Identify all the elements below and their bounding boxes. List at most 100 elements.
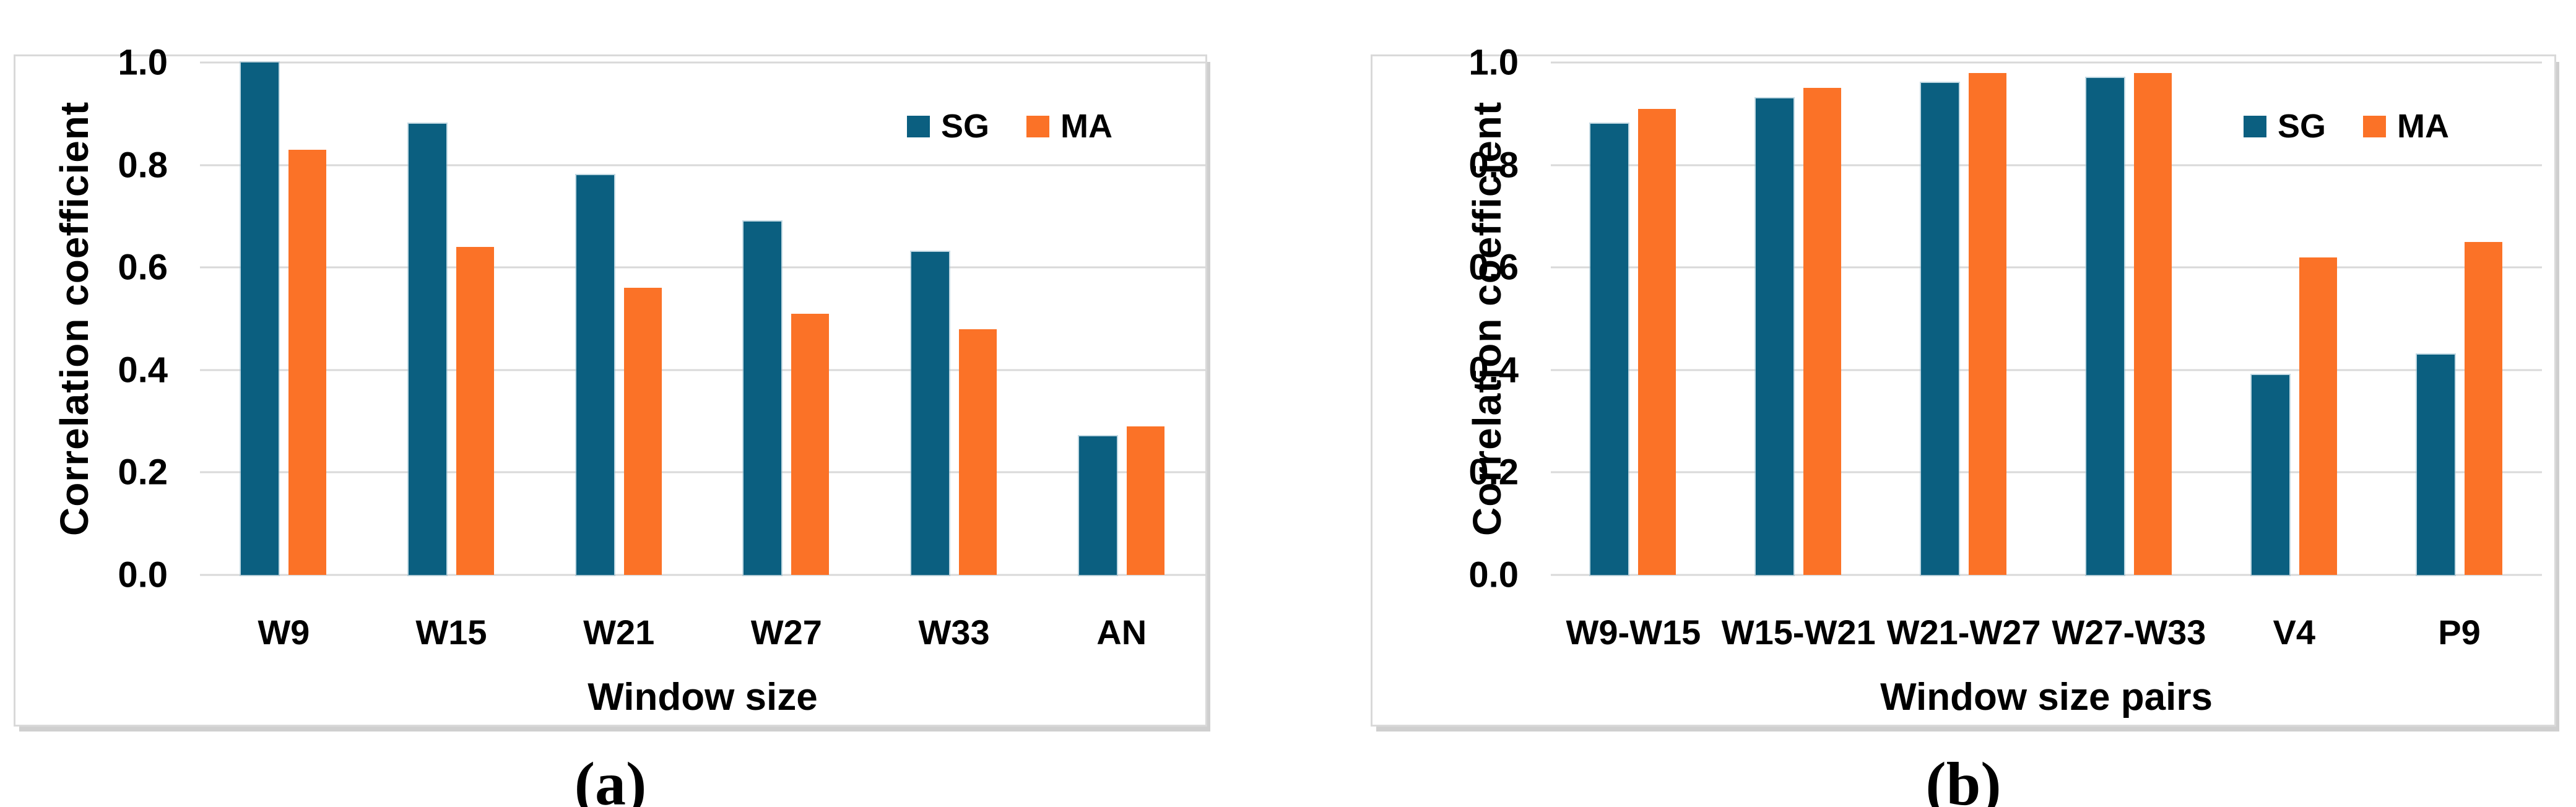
y-tick-label: 0.4 [1468, 350, 1519, 391]
bar-sg-v4 [2251, 375, 2289, 575]
gridline [200, 61, 1205, 64]
x-axis-category-labels: W9-W15 W15-W21 W21-W27 W27-W33 V4 P9 [1551, 612, 2542, 652]
gridline [200, 266, 1205, 269]
bar-group [2211, 63, 2377, 575]
x-category-label: P9 [2438, 613, 2481, 652]
bar-group [703, 63, 870, 575]
legend-swatch-icon [1026, 115, 1050, 137]
x-axis-category-labels: W9 W15 W21 W27 W33 AN [200, 612, 1205, 652]
bar-ma-an [1126, 426, 1164, 575]
y-tick-label: 0.0 [1468, 555, 1519, 595]
bar-group [535, 63, 703, 575]
gridline [1551, 266, 2542, 269]
bar-ma-w27-w33 [2133, 72, 2172, 575]
plot-area: 1.0 0.8 0.6 0.4 0.2 0.0 SG MA [1468, 43, 2542, 595]
bar-ma-w27 [791, 313, 830, 575]
y-axis-ticks: 1.0 0.8 0.6 0.4 0.2 0.0 [1420, 43, 1519, 595]
bar-group [1881, 63, 2047, 575]
bar-group [2047, 63, 2212, 575]
bar-group [200, 63, 368, 575]
x-axis-title: Window size pairs [1880, 676, 2213, 719]
bar-sg-w15-w21 [1756, 98, 1794, 575]
legend-label: SG [940, 108, 990, 145]
gridline [200, 574, 1205, 576]
legend-label: MA [1060, 108, 1112, 145]
legend-item-sg: SG [906, 107, 990, 145]
x-category-label: W9-W15 [1566, 613, 1701, 652]
bar-ma-w9 [288, 149, 327, 575]
x-category-label: W15-W21 [1721, 613, 1876, 652]
y-tick-label: 1.0 [1468, 42, 1519, 83]
bar-ma-w15-w21 [1803, 88, 1842, 575]
bar-ma-w21 [623, 288, 662, 575]
legend: SG MA [906, 107, 1112, 145]
bar-ma-w15 [456, 247, 494, 575]
y-tick-label: 0.8 [1468, 145, 1519, 186]
bar-group [1551, 63, 1716, 575]
bar-sg-w15 [408, 124, 446, 575]
legend-label: SG [2277, 108, 2327, 145]
bar-sg-an [1078, 436, 1117, 575]
legend-swatch-icon [2363, 115, 2387, 137]
legend: SG MA [2243, 107, 2449, 145]
x-category-label: W21-W27 [1886, 613, 2041, 652]
chart-panel-b: Correlation coefficient 1.0 0.8 0.6 0.4 0.2 0… [1371, 43, 2556, 807]
x-category-label: V4 [2273, 613, 2315, 652]
bar-ma-w21-w27 [1969, 72, 2007, 575]
x-category-label: W33 [918, 613, 990, 652]
x-category-label: W9 [258, 613, 310, 652]
gridline [1551, 574, 2542, 576]
bar-group [368, 63, 536, 575]
x-category-label: AN [1096, 613, 1147, 652]
legend-item-ma: MA [2363, 107, 2449, 145]
y-tick-label: 0.2 [118, 452, 168, 493]
gridline [1551, 369, 2542, 371]
x-category-label: W15 [415, 613, 487, 652]
x-category-label: W27-W33 [2052, 613, 2206, 652]
bar-sg-w21 [576, 175, 614, 575]
gridline [200, 471, 1205, 473]
bar-ma-v4 [2299, 257, 2337, 575]
bar-groups [200, 63, 1205, 575]
legend-item-ma: MA [1026, 107, 1112, 145]
bar-sg-w27 [744, 221, 782, 575]
y-axis-ticks: 1.0 0.8 0.6 0.4 0.2 0.0 [69, 43, 168, 595]
chart-panel-a: Correlation coefficient 1.0 0.8 0.6 0.4 0.2 0… [14, 43, 1207, 807]
y-tick-label: 0.6 [1468, 247, 1519, 288]
y-tick-label: 1.0 [118, 42, 168, 83]
bar-ma-w33 [958, 329, 997, 575]
bar-group [2377, 63, 2542, 575]
bar-groups [1551, 63, 2542, 575]
gridline [200, 369, 1205, 371]
x-axis-title: Window size [588, 676, 818, 719]
legend-swatch-icon [906, 115, 930, 137]
x-category-label: W21 [583, 613, 655, 652]
bar-sg-w33 [911, 252, 949, 575]
legend-label: MA [2397, 108, 2449, 145]
bar-ma-w9-w15 [1638, 108, 1676, 575]
y-tick-label: 0.2 [1468, 452, 1519, 493]
bar-group [870, 63, 1038, 575]
legend-item-sg: SG [2243, 107, 2327, 145]
gridline [200, 164, 1205, 166]
y-tick-label: 0.0 [118, 555, 168, 595]
gridline [1551, 61, 2542, 64]
bar-sg-w9 [241, 63, 279, 575]
y-tick-label: 0.6 [118, 247, 168, 288]
plot-area: 1.0 0.8 0.6 0.4 0.2 0.0 SG MA [118, 43, 1205, 595]
y-tick-label: 0.4 [118, 350, 168, 391]
panel-caption-b: (b) [1925, 749, 2001, 807]
x-category-label: W27 [750, 613, 822, 652]
panel-caption-a: (a) [574, 749, 647, 807]
bar-ma-p9 [2464, 241, 2502, 575]
y-tick-label: 0.8 [118, 145, 168, 186]
legend-swatch-icon [2243, 115, 2266, 137]
gridline [1551, 164, 2542, 166]
bar-sg-w21-w27 [1921, 83, 1959, 575]
bar-sg-p9 [2416, 354, 2455, 575]
bar-group [1038, 63, 1205, 575]
bar-sg-w9-w15 [1590, 124, 1629, 575]
bar-sg-w27-w33 [2086, 77, 2124, 575]
bar-group [1716, 63, 1881, 575]
